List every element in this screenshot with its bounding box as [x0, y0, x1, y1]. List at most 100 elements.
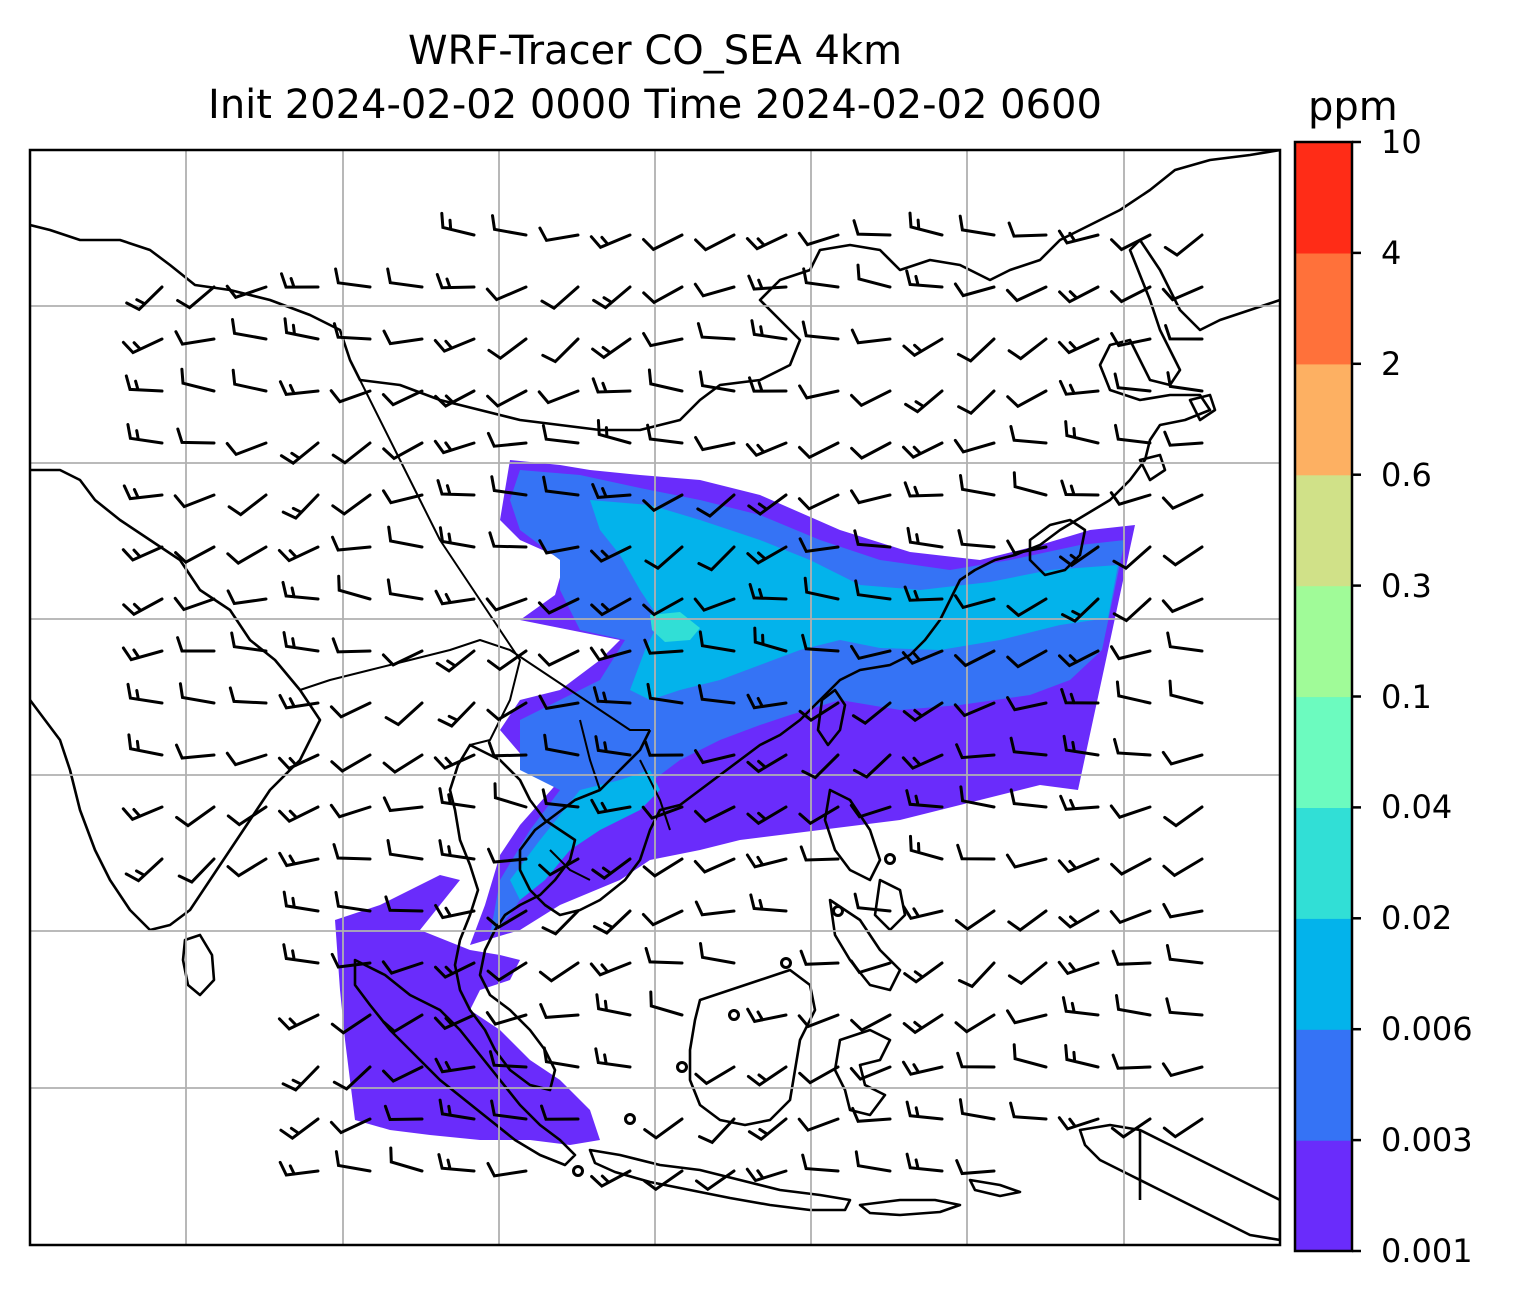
wind-barb: [590, 545, 632, 563]
wind-barb: [1163, 805, 1204, 828]
wind-barb: [802, 267, 840, 289]
wind-barb: [902, 1013, 944, 1035]
wind-barb: [537, 389, 580, 405]
wind-barb: [953, 594, 996, 610]
wind-barb: [746, 693, 788, 710]
wind-barb: [490, 475, 528, 497]
wind-barb: [382, 1065, 424, 1083]
wind-barb: [1109, 909, 1152, 925]
colorbar-band-2: [1295, 918, 1352, 1030]
wind-barb: [594, 1047, 632, 1069]
wind-barb: [801, 320, 840, 341]
wind-barb: [329, 701, 372, 719]
wind-barb: [1110, 285, 1152, 304]
wind-barb: [801, 1153, 840, 1173]
wind-barb: [1009, 425, 1048, 445]
coastline-sumatra: [353, 958, 577, 1167]
wind-barb: [698, 630, 736, 653]
wind-barb: [227, 493, 268, 517]
wind-barb: [698, 1117, 736, 1145]
wind-barb: [908, 211, 944, 237]
wind-barb: [591, 857, 632, 880]
wind-barb: [699, 942, 736, 965]
wind-barb: [281, 1065, 320, 1092]
wind-barb: [434, 389, 476, 408]
wind-barb: [438, 1098, 476, 1121]
wind-barb: [540, 285, 580, 311]
wind-barb: [646, 423, 684, 445]
wind-barb: [797, 1013, 840, 1029]
wind-barb-calm: [832, 905, 844, 917]
wind-barb: [1059, 545, 1100, 568]
wind-barb: [225, 441, 268, 457]
colorbar-band-7: [1295, 363, 1352, 476]
wind-barb: [1058, 649, 1100, 668]
wind-barb: [278, 851, 320, 868]
wind-barb: [329, 803, 372, 819]
wind-barb: [693, 597, 736, 612]
wind-barb: [797, 1117, 840, 1132]
wind-barb: [1012, 471, 1048, 497]
wind-barb: [538, 694, 580, 711]
wind-barb: [1064, 420, 1100, 445]
wind-barb: [486, 431, 528, 448]
wind-barb: [905, 1152, 944, 1173]
wind-barb: [801, 633, 840, 653]
wind-barb: [437, 1153, 476, 1173]
wind-barb: [592, 285, 632, 310]
wind-barb: [493, 782, 528, 809]
colorbar-band-4: [1295, 696, 1352, 808]
wind-barb: [279, 1117, 320, 1141]
wind-barb: [746, 545, 788, 565]
wind-barb: [1058, 379, 1100, 396]
wind-barb: [1005, 853, 1048, 869]
wind-barb: [956, 337, 996, 363]
wind-barb: [281, 580, 320, 601]
wind-barb: [1006, 1009, 1048, 1025]
wind-barb: [1007, 221, 1048, 238]
coastline-sri-lanka: [181, 933, 216, 997]
wind-barb: [1057, 960, 1100, 976]
wind-barb: [854, 1150, 892, 1173]
plot-title-line2: Init 2024-02-02 0000 Time 2024-02-02 060…: [208, 82, 1102, 128]
wind-barb: [433, 753, 476, 770]
wind-barb: [1161, 493, 1204, 511]
wind-barb: [1166, 631, 1204, 653]
wind-barb: [594, 735, 632, 757]
wind-barb: [382, 329, 424, 346]
wind-barb: [490, 1099, 528, 1121]
wind-barb: [745, 853, 788, 869]
colorbar-tick-label: 0.02: [1381, 899, 1453, 938]
wind-barb: [486, 701, 528, 722]
colorbar-band-3: [1295, 807, 1352, 919]
wind-barb: [1007, 337, 1048, 361]
wind-barb: [387, 525, 424, 549]
wind-barb: [225, 284, 268, 300]
wind-barb: [850, 389, 892, 408]
wind-barb: [121, 805, 164, 822]
wind-barb: [1112, 597, 1152, 623]
wind-barb: [590, 597, 632, 617]
wind-barb: [1006, 539, 1048, 555]
wind-barb: [277, 545, 320, 563]
wind-barb: [382, 753, 424, 774]
wind-barb: [330, 753, 372, 773]
wind-barb: [1110, 645, 1152, 661]
wind-barb: [486, 389, 528, 408]
coastline-borneo: [688, 968, 817, 1127]
wind-barb: [642, 332, 684, 348]
wind-barb: [283, 317, 320, 341]
coastline-taiwan: [816, 688, 847, 747]
wind-barb: [750, 319, 788, 341]
wind-barb-calm: [728, 1009, 740, 1021]
wind-barb: [590, 1169, 632, 1188]
wind-barb: [589, 646, 632, 662]
wind-barb: [798, 701, 840, 722]
wind-barb: [173, 493, 216, 509]
colorbar-band-9: [1295, 142, 1352, 254]
wind-barb: [901, 753, 944, 770]
wind-barb: [1009, 788, 1048, 809]
wind-barb: [277, 753, 320, 771]
wind-barb: [121, 646, 164, 662]
wind-barb: [1162, 903, 1204, 919]
